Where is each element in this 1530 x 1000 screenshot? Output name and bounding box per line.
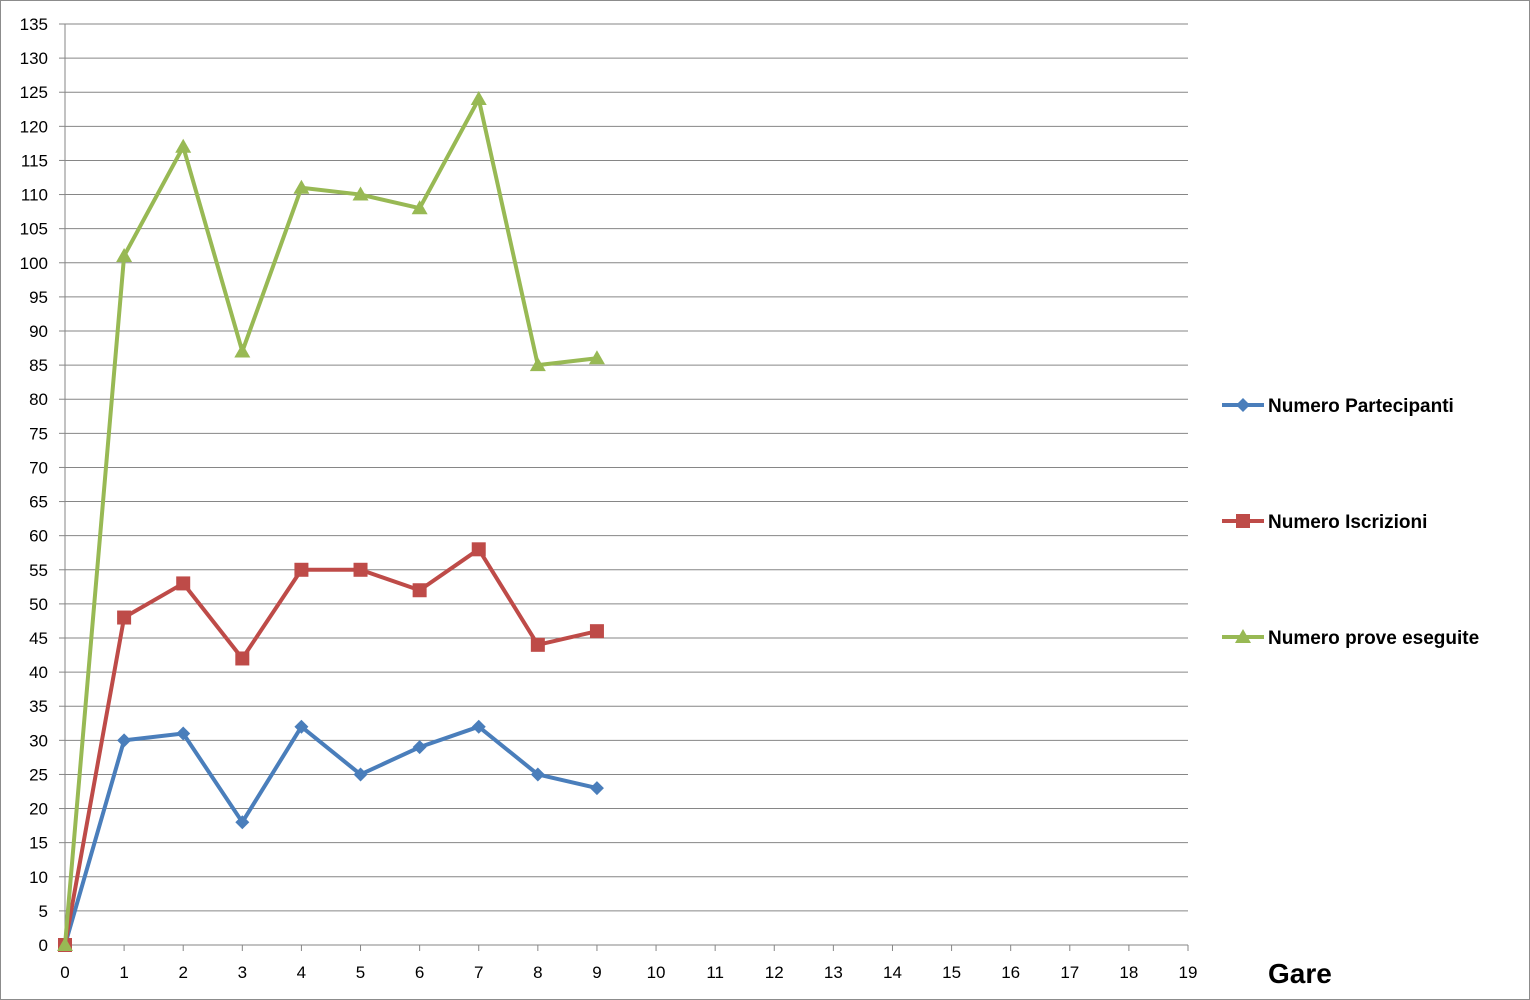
y-tick-label: 135 (20, 15, 48, 34)
y-tick-label: 55 (29, 561, 48, 580)
data-point-square (117, 610, 132, 625)
series-line (63, 724, 599, 947)
legend-label: Numero Iscrizioni (1268, 512, 1427, 533)
legend-label: Numero prove eseguite (1268, 628, 1479, 649)
x-tick-label: 5 (356, 963, 365, 982)
x-tick-label: 8 (533, 963, 542, 982)
legend-item: Numero Iscrizioni (1222, 512, 1427, 533)
y-tick-label: 5 (39, 902, 48, 921)
data-point-triangle (116, 247, 133, 262)
series-line (63, 97, 599, 947)
legend-item: Numero Partecipanti (1222, 396, 1454, 417)
y-tick-label: 105 (20, 220, 48, 239)
x-tick-label: 7 (474, 963, 483, 982)
data-point-square (294, 562, 309, 577)
y-tick-label: 95 (29, 288, 48, 307)
data-point-triangle (175, 138, 192, 153)
data-point-triangle (411, 200, 428, 215)
y-tick-label: 35 (29, 697, 48, 716)
x-axis-title: Gare (1268, 958, 1332, 989)
y-tick-label: 65 (29, 493, 48, 512)
data-point-triangle (57, 937, 73, 951)
y-tick-label: 85 (29, 356, 48, 375)
data-point-diamond (235, 815, 250, 830)
data-point-diamond (589, 781, 604, 796)
legend-marker-triangle (1235, 629, 1251, 643)
data-point-diamond (471, 719, 486, 734)
x-tick-label: 2 (178, 963, 187, 982)
grid-lines (65, 23, 1188, 912)
legend-marker-diamond (1236, 398, 1250, 412)
y-tick-label: 15 (29, 834, 48, 853)
x-tick-label: 14 (883, 963, 902, 982)
x-tick-label: 0 (60, 963, 69, 982)
x-tick-label: 9 (592, 963, 601, 982)
data-point-triangle (352, 186, 369, 201)
data-point-square (176, 576, 191, 591)
y-tick-label: 120 (20, 117, 48, 136)
y-tick-label: 40 (29, 663, 48, 682)
axes: 0510152025303540455055606570758085909510… (20, 15, 1198, 982)
series-0 (58, 719, 604, 952)
x-tick-label: 13 (824, 963, 843, 982)
series-group (57, 91, 605, 952)
series-line (63, 547, 599, 947)
y-tick-label: 115 (21, 151, 48, 170)
y-tick-label: 100 (20, 254, 48, 273)
x-tick-label: 17 (1060, 963, 1079, 982)
y-tick-label: 0 (39, 936, 48, 955)
y-tick-label: 30 (29, 731, 48, 750)
y-tick-label: 10 (29, 868, 48, 887)
y-tick-label: 90 (29, 322, 48, 341)
data-point-diamond (530, 767, 545, 782)
x-tick-label: 18 (1119, 963, 1138, 982)
data-point-square (353, 562, 368, 577)
y-tick-label: 45 (29, 629, 48, 648)
data-point-triangle (529, 357, 546, 372)
data-point-triangle (293, 179, 310, 194)
legend-item: Numero prove eseguite (1222, 628, 1479, 649)
x-tick-label: 3 (238, 963, 247, 982)
x-tick-label: 10 (647, 963, 666, 982)
legend: Numero Partecipanti Numero Iscrizioni Nume… (1222, 396, 1479, 649)
y-tick-label: 125 (20, 83, 48, 102)
data-point-square (589, 624, 604, 639)
y-tick-label: 130 (20, 49, 48, 68)
x-tick-label: 4 (297, 963, 306, 982)
x-tick-label: 12 (765, 963, 784, 982)
x-tick-label: 1 (119, 963, 128, 982)
series-2 (57, 91, 605, 951)
y-tick-label: 20 (29, 800, 48, 819)
y-tick-label: 60 (29, 527, 48, 546)
data-point-triangle (234, 343, 251, 358)
data-point-square (471, 542, 486, 557)
x-tick-label: 6 (415, 963, 424, 982)
data-point-square (412, 583, 427, 598)
x-tick-label: 19 (1179, 963, 1198, 982)
x-tick-label: 11 (706, 963, 724, 982)
y-tick-label: 70 (29, 458, 48, 477)
y-tick-label: 110 (21, 186, 48, 205)
x-tick-label: 15 (942, 963, 961, 982)
data-point-diamond (294, 719, 309, 734)
y-tick-label: 75 (29, 424, 48, 443)
y-tick-label: 25 (29, 765, 48, 784)
x-tick-label: 16 (1001, 963, 1020, 982)
data-point-triangle (470, 91, 487, 106)
y-tick-label: 50 (29, 595, 48, 614)
data-point-diamond (412, 740, 427, 755)
legend-label: Numero Partecipanti (1268, 396, 1454, 417)
y-tick-label: 80 (29, 390, 48, 409)
data-point-diamond (176, 726, 191, 741)
series-1 (58, 542, 604, 952)
data-point-diamond (117, 733, 132, 748)
data-point-triangle (588, 350, 605, 365)
data-point-square (530, 637, 545, 652)
data-point-square (235, 651, 250, 666)
legend-marker-square (1236, 514, 1250, 528)
data-point-diamond (353, 767, 368, 782)
